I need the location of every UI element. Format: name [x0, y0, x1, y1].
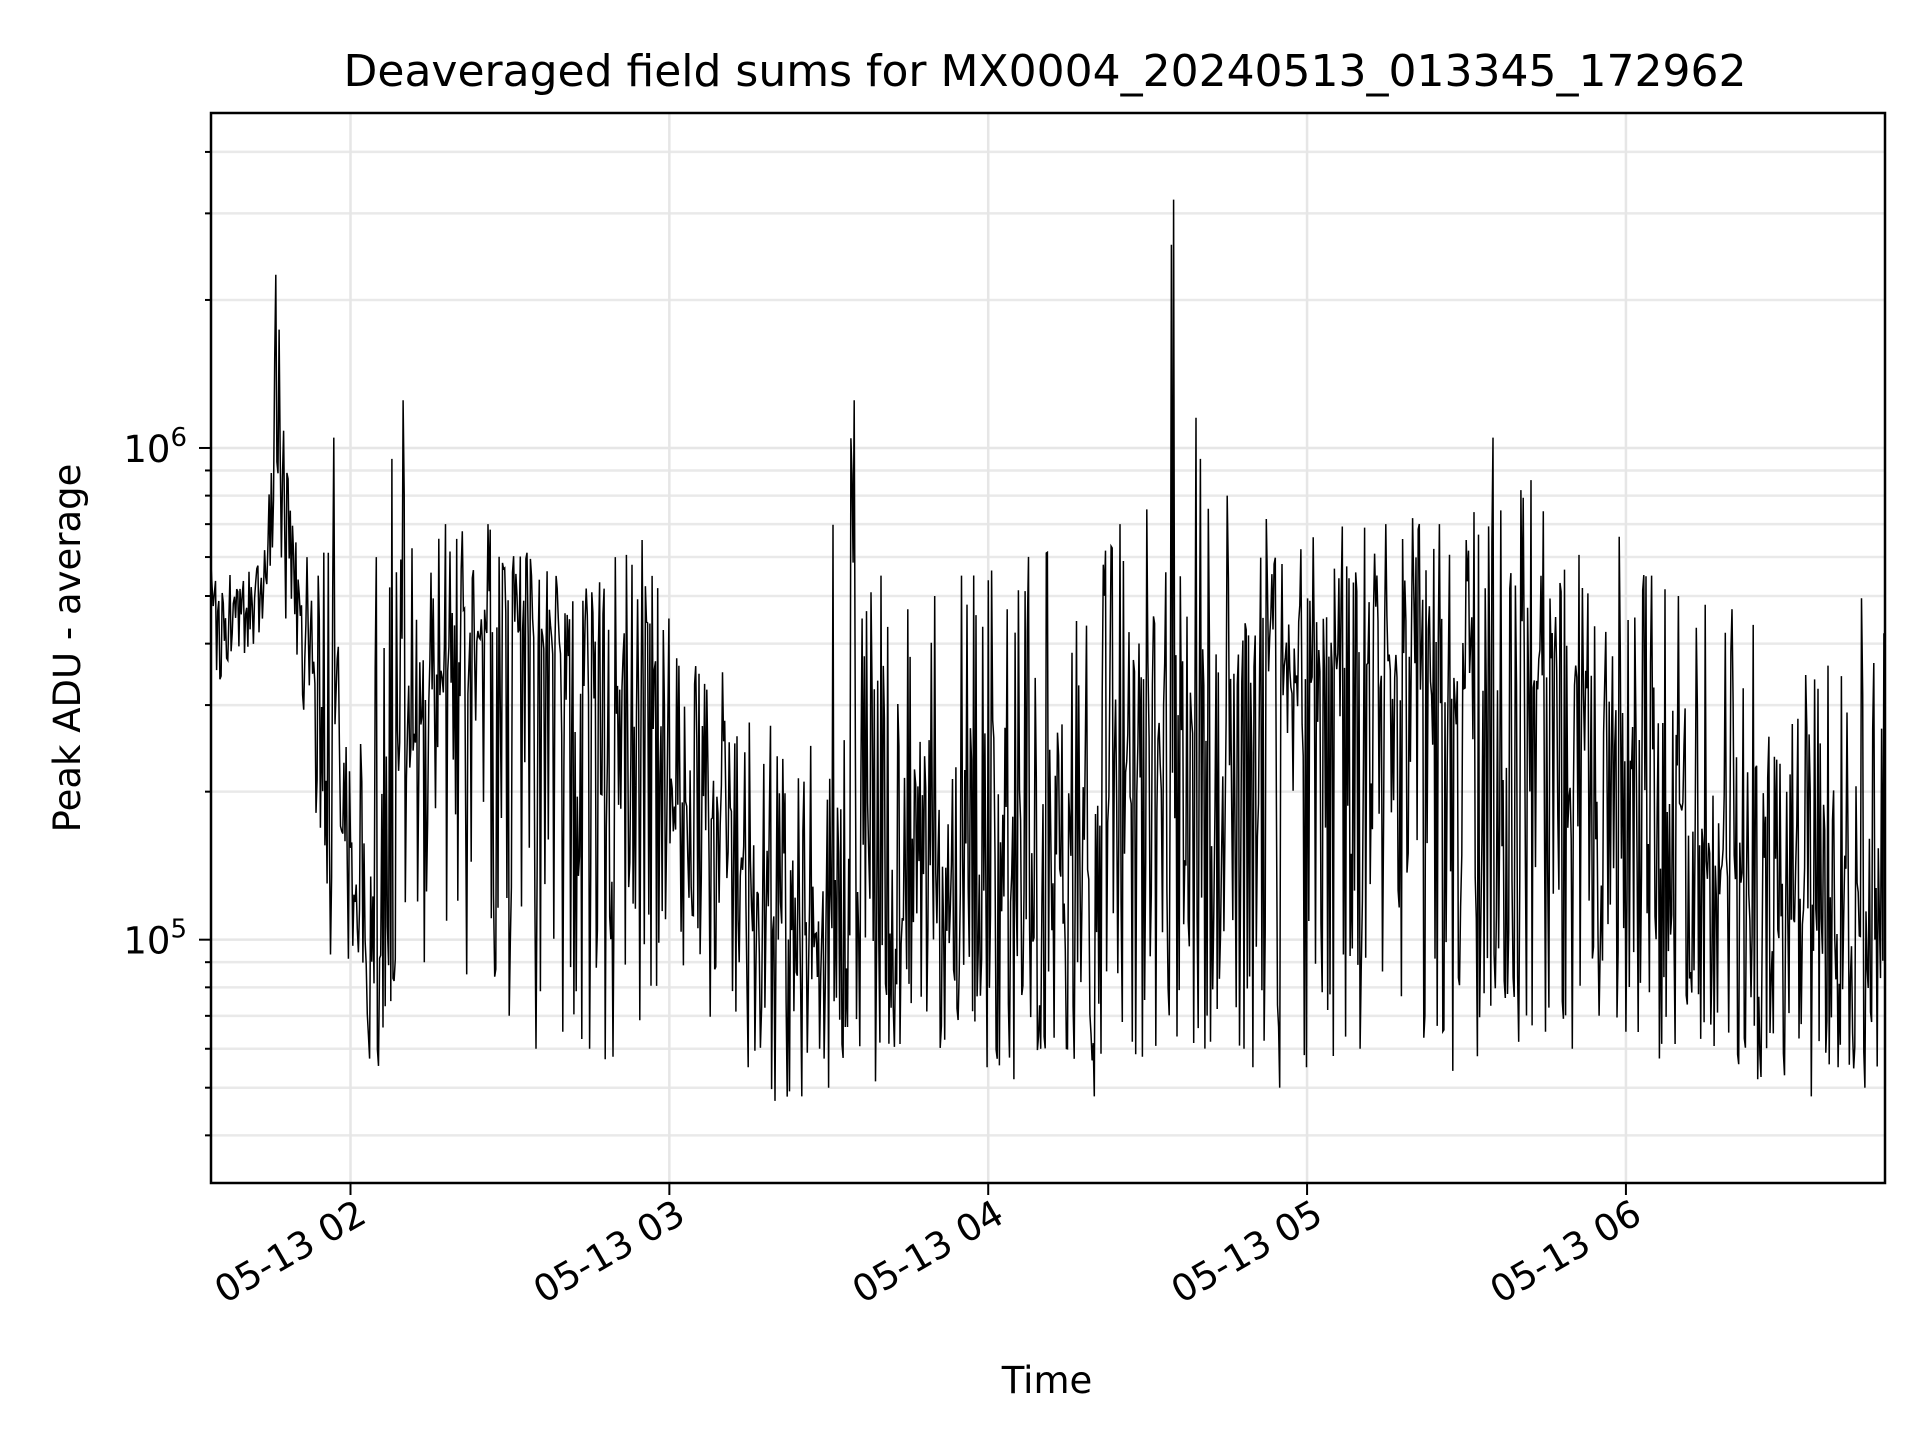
- y-tick-label: 106: [123, 423, 187, 471]
- x-tick-label: 05-13 05: [1164, 1192, 1330, 1312]
- x-tick-label: 05-13 03: [526, 1192, 692, 1312]
- x-axis-label: Time: [1001, 1359, 1093, 1402]
- series-line: [210, 199, 1886, 1101]
- chart-title: Deaveraged field sums for MX0004_2024051…: [344, 46, 1747, 97]
- x-axis-ticks: 05-13 02 05-13 03 05-13 04 05-13 05 05-13 06: [207, 1183, 1648, 1312]
- plot-frame: [209, 111, 1887, 1185]
- x-tick-label: 05-13 02: [207, 1192, 373, 1312]
- y-axis-label: Peak ADU - average: [46, 464, 89, 833]
- x-tick-label: 05-13 04: [845, 1192, 1011, 1312]
- y-axis-ticks: 105 106: [123, 150, 211, 1137]
- y-tick-label: 105: [123, 915, 187, 963]
- x-tick-label: 05-13 06: [1483, 1192, 1649, 1312]
